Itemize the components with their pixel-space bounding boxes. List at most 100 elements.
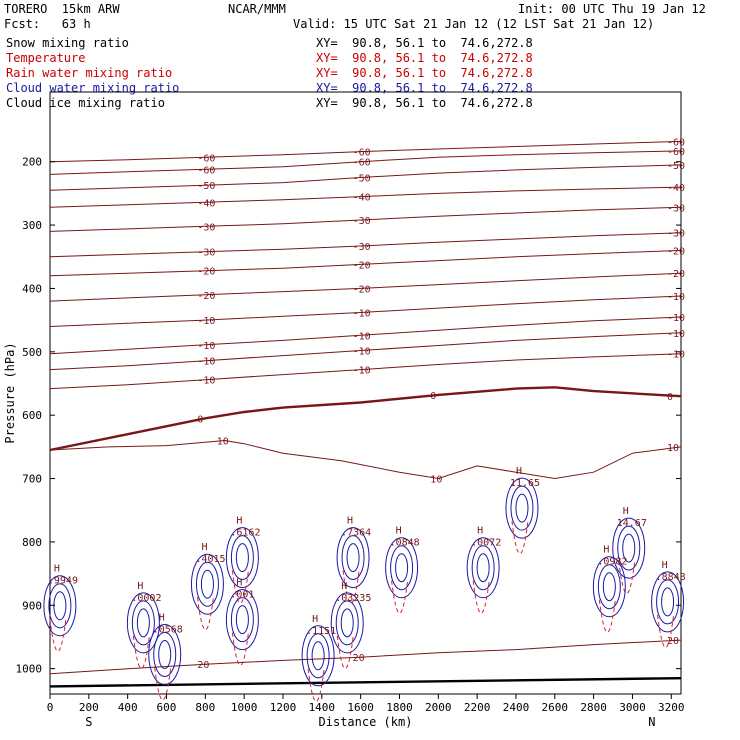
ground-line — [49, 676, 682, 688]
cloud-water-contour — [126, 592, 160, 654]
isotherm-line — [49, 272, 682, 302]
cloud-water-contour — [200, 569, 214, 599]
cloud-water-contour — [471, 545, 495, 591]
init-time: Init: 00 UTC Thu 19 Jan 12 — [518, 2, 706, 16]
forecast-hour: Fcst: 63 h — [4, 17, 91, 31]
isotherm-line — [49, 353, 682, 390]
legend-cloud-ice-xy: XY= 90.8, 56.1 to 74.6,272.8 — [316, 96, 533, 110]
y-tick-label: 1000 — [16, 663, 43, 676]
x-tick-label: 800 — [195, 701, 215, 714]
isotherm-label: -10 — [197, 376, 215, 387]
legend-cloud-ice: Cloud ice mixing ratio — [6, 96, 165, 110]
x-tick-label: 600 — [157, 701, 177, 714]
rain-water-contour — [336, 635, 354, 669]
legend-rain: Rain water mixing ratio — [6, 66, 173, 80]
max-marker: H — [201, 542, 207, 553]
x-tick-label: 200 — [79, 701, 99, 714]
cloud-water-contour — [515, 493, 529, 523]
y-tick-label: 300 — [22, 219, 42, 232]
isotherm-label: -40 — [197, 198, 215, 209]
isotherm-label: -30 — [353, 242, 371, 253]
y-tick-label: 900 — [22, 599, 42, 612]
cloud-water-contour — [390, 545, 414, 591]
rain-water-contour — [132, 635, 150, 669]
max-marker: H — [54, 564, 60, 575]
x-tick-label: 1600 — [347, 701, 374, 714]
isotherm-line — [49, 295, 682, 327]
max-marker: H — [662, 560, 668, 571]
cloud-water-contour — [235, 543, 249, 573]
isotherm-line — [49, 639, 682, 675]
cloud-water-contour — [330, 592, 364, 654]
isotherm-label: -60 — [197, 165, 215, 176]
cloud-water-contour — [153, 632, 177, 678]
cloud-water-contour — [341, 535, 365, 581]
cloud-water-contour — [340, 608, 354, 638]
isotherm-label: -10 — [353, 331, 371, 342]
cloud-water-contour — [43, 575, 77, 637]
isotherm-line — [49, 332, 682, 371]
cloud-water-contour — [225, 589, 259, 651]
isotherm-label: 20 — [667, 636, 679, 647]
max-value-label: .001 — [230, 590, 254, 601]
cloud-water-contour — [597, 564, 621, 610]
isotherm-label: -10 — [197, 341, 215, 352]
x-tick-label: 2800 — [580, 701, 607, 714]
max-value-label: 14.67 — [617, 518, 647, 529]
max-value-label: .0982 — [597, 557, 627, 568]
isotherm-line — [49, 232, 682, 258]
cloud-water-contour — [195, 561, 219, 607]
x-tick-label: 1400 — [309, 701, 336, 714]
isotherm-label: -50 — [667, 161, 685, 172]
cloud-water-contour — [335, 600, 359, 646]
max-marker: H — [477, 526, 483, 537]
isotherm-label: -10 — [667, 313, 685, 324]
isotherm-label: -60 — [197, 153, 215, 164]
cloud-water-contour — [651, 571, 685, 633]
legend-snow: Snow mixing ratio — [6, 36, 129, 50]
rain-water-contour — [231, 570, 249, 604]
x-tick-label: 2600 — [542, 701, 569, 714]
isotherm-label: -60 — [667, 147, 685, 158]
cloud-water-contour — [656, 579, 680, 625]
cloud-water-contour — [148, 624, 182, 686]
isotherm-label: -10 — [197, 357, 215, 368]
isotherm-label: 10 — [667, 443, 679, 454]
cloud-water-contour — [225, 527, 259, 589]
left-endpoint-label: S — [85, 715, 92, 729]
isotherm-line — [49, 140, 682, 163]
isotherm-label: -50 — [353, 174, 371, 185]
cloud-water-contour — [53, 591, 67, 621]
x-tick-label: 1200 — [270, 701, 297, 714]
x-tick-label: 2400 — [503, 701, 530, 714]
isotherm-label: -30 — [197, 222, 215, 233]
y-tick-label: 400 — [22, 282, 42, 295]
cloud-water-contour — [158, 640, 172, 670]
isotherm-label: -60 — [667, 137, 685, 148]
max-value-label: .1151 — [306, 626, 336, 637]
max-value-label: .4015 — [195, 554, 225, 565]
legend-snow-xy: XY= 90.8, 56.1 to 74.6,272.8 — [316, 36, 533, 50]
right-endpoint-label: N — [648, 715, 655, 729]
plot-frame — [49, 91, 682, 695]
cloud-water-contour — [661, 587, 675, 617]
y-axis-title: Pressure (hPa) — [3, 342, 17, 443]
max-value-label: .6162 — [230, 528, 260, 539]
legend-temperature-xy: XY= 90.8, 56.1 to 74.6,272.8 — [316, 51, 533, 65]
x-tick-label: 400 — [118, 701, 138, 714]
valid-time: Valid: 15 UTC Sat 21 Jan 12 (12 LST Sat … — [293, 17, 655, 31]
y-tick-label: 500 — [22, 346, 42, 359]
isotherm-line — [49, 249, 682, 277]
cloud-water-contour — [336, 527, 370, 589]
x-tick-label: 1000 — [231, 701, 258, 714]
model-title: TORERO 15km ARW — [4, 2, 120, 16]
rain-water-contour — [391, 580, 409, 614]
cloud-water-contour — [617, 525, 641, 571]
y-tick-label: 600 — [22, 409, 42, 422]
isotherm-label: 0 — [667, 392, 673, 403]
isotherm-label: -40 — [353, 193, 371, 204]
cloud-water-contour — [592, 556, 626, 618]
isotherm-line — [49, 386, 682, 452]
isotherm-label: -20 — [353, 284, 371, 295]
max-marker: H — [623, 506, 629, 517]
